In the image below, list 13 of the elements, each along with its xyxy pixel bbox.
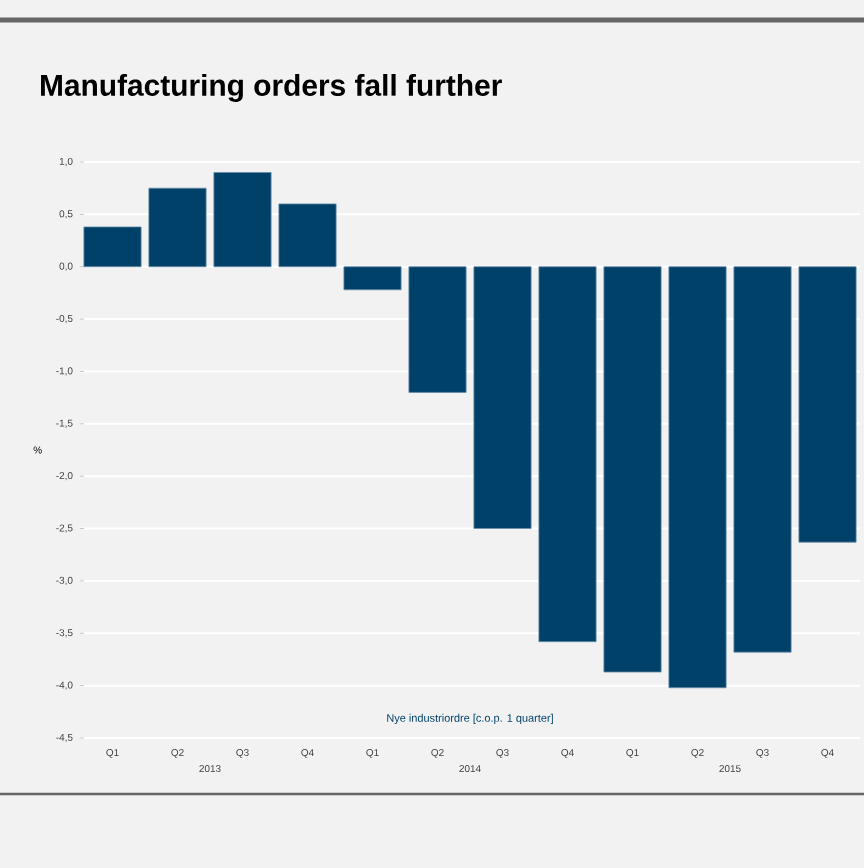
bar — [603, 266, 662, 673]
bar — [473, 266, 532, 529]
bar — [83, 226, 142, 268]
bar — [148, 187, 207, 268]
chart-title: Manufacturing orders fall further — [41, 74, 502, 102]
bar — [798, 266, 857, 543]
bar — [408, 266, 467, 393]
bar — [668, 266, 727, 689]
bar — [538, 266, 597, 643]
bar — [278, 203, 337, 268]
bar — [733, 266, 792, 653]
bar — [213, 172, 272, 268]
bar — [343, 266, 402, 291]
